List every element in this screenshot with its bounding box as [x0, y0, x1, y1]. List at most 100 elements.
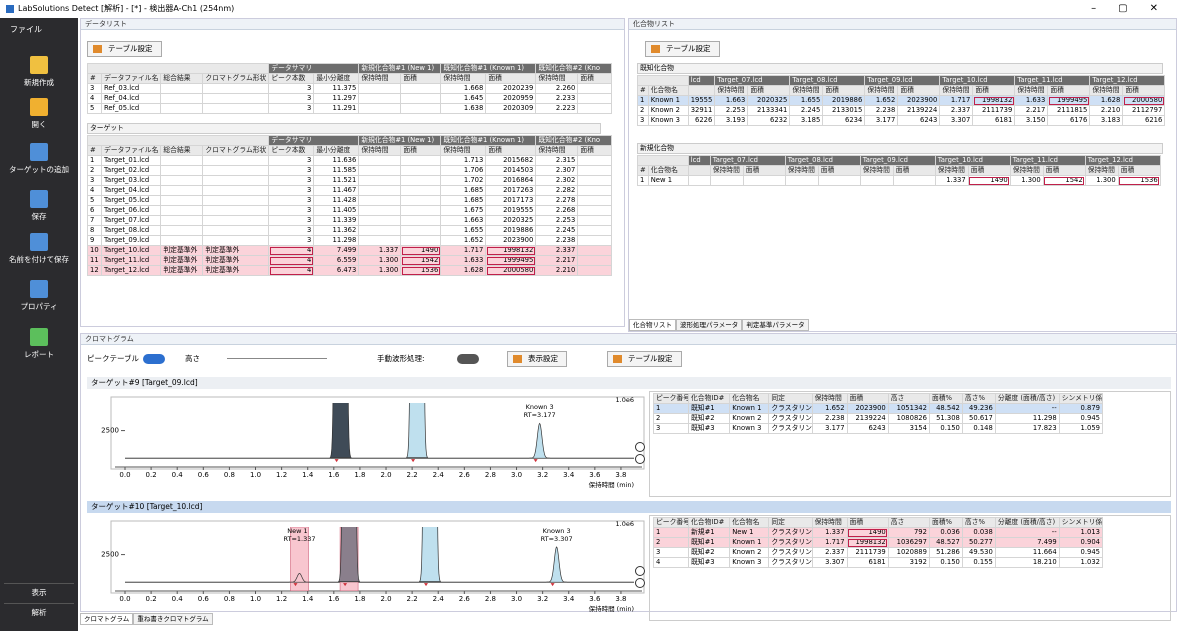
group-header: データサマリ — [268, 63, 360, 74]
column-header: 保持時間 — [789, 85, 824, 96]
table-cell — [202, 195, 270, 206]
table-settings-button[interactable]: テーブル設定 — [645, 41, 720, 57]
table-cell — [400, 83, 442, 94]
x-tick-label: 1.2 — [276, 471, 287, 479]
table-cell — [358, 155, 402, 166]
table-cell — [358, 93, 402, 104]
tab[interactable]: クロマトグラム — [80, 613, 134, 625]
table-cell — [202, 225, 270, 236]
table-row[interactable]: 2 Target_02.lcd 3 11.585 1.706 2014503 2.307 — [87, 165, 613, 176]
table-cell: 2.253 — [714, 105, 749, 116]
table-cell: 判定基準外 — [202, 255, 270, 266]
table-cell: 3 — [87, 175, 102, 186]
table-row[interactable]: 9 Target_09.lcd 3 11.298 1.652 2023900 2.238 — [87, 235, 613, 246]
table-cell: 2.217 — [535, 255, 579, 266]
tab[interactable]: 波形処理パラメータ — [676, 319, 743, 331]
table-row[interactable]: 12 Target_12.lcd 判定基準外 判定基準外 4 6.473 1.300 1536… — [87, 265, 613, 276]
peak — [338, 527, 361, 582]
table-cell: 2020309 — [485, 103, 537, 114]
x-tick-label: 0.4 — [172, 471, 184, 479]
table-row[interactable]: 2 Known 2 32911 2.253 2133341 2.245 2133015 2.2… — [637, 105, 1166, 116]
table-row[interactable]: 4 Target_04.lcd 3 11.467 1.685 2017263 2.282 — [87, 185, 613, 196]
table-cell: 1.717 — [939, 95, 974, 106]
sidebar-bottom-button[interactable]: 解析 — [4, 603, 74, 618]
table-row[interactable]: 5 Target_05.lcd 3 11.428 1.685 2017173 2.278 — [87, 195, 613, 206]
x-tick-label: 1.0 — [250, 471, 261, 479]
zoom-button[interactable] — [635, 454, 645, 464]
table-row[interactable]: 7 Target_07.lcd 3 11.339 1.663 2020325 2.253 — [87, 215, 613, 226]
x-tick-label: 0.2 — [146, 471, 157, 479]
table-cell — [358, 235, 402, 246]
zoom-button[interactable] — [635, 442, 645, 452]
table-cell: 既知#3 — [687, 423, 731, 434]
table-row[interactable]: 3 Ref_03.lcd 3 11.375 1.668 2020239 2.260 — [87, 83, 613, 94]
table-row[interactable]: 1 New 1 1.337 1490 1.300 1542 1.300 1536 — [637, 175, 1161, 186]
table-cell: 10 — [87, 245, 102, 256]
sidebar: ファイル新規作成開くターゲットの追加 保存名前を付けて保存 プロパティレポート表示解… — [0, 18, 78, 631]
table-row[interactable]: 5 Ref_05.lcd 3 11.291 1.638 2020309 2.223 — [87, 103, 613, 114]
table-row[interactable]: 3 Target_03.lcd 3 11.521 1.702 2016864 2.302 — [87, 175, 613, 186]
group-header: Target_12.lcd — [1089, 75, 1166, 86]
sidebar-button[interactable]: ターゲットの追加 — [4, 143, 74, 175]
peak-marker — [293, 583, 298, 587]
group-header: 既知化合物#2 (Kno — [535, 135, 613, 146]
table-row[interactable]: 10 Target_10.lcd 判定基準外 判定基準外 4 7.499 1.337 1490… — [87, 245, 613, 256]
table-cell: Ref_04.lcd — [100, 93, 162, 104]
table-cell — [400, 155, 442, 166]
column-header: 面積 — [817, 165, 861, 176]
table-cell — [577, 175, 613, 186]
table-settings-button[interactable]: テーブル設定 — [87, 41, 162, 57]
sidebar-icon — [30, 98, 48, 116]
table-settings-button[interactable]: 表示設定 — [507, 351, 567, 367]
sidebar-button[interactable]: プロパティ — [4, 280, 74, 312]
table-cell: 2133341 — [747, 105, 791, 116]
sidebar-button[interactable]: レポート — [4, 328, 74, 360]
sidebar-label: 開く — [31, 120, 47, 129]
sidebar-button[interactable]: 保存 — [4, 190, 74, 222]
group-header: Target_10.lcd — [939, 75, 1016, 86]
tab[interactable]: 化合物リスト — [629, 319, 676, 331]
slider[interactable] — [227, 358, 327, 359]
column-header: 保持時間 — [1089, 85, 1124, 96]
table-row[interactable]: 1 Target_01.lcd 3 11.636 1.713 2015682 2.315 — [87, 155, 613, 166]
zoom-button[interactable] — [635, 566, 645, 576]
table-row[interactable]: 6 Target_06.lcd 3 11.405 1.675 2019555 2.268 — [87, 205, 613, 216]
data-list-panel: データリスト テーブル設定 データサマリ 新規化合物#1 (New 1) 既知化合物#1… — [80, 18, 625, 327]
peaks — [329, 403, 551, 459]
sidebar-button[interactable]: 新規作成 — [4, 56, 74, 88]
sidebar-button[interactable]: 名前を付けて保存 — [4, 233, 74, 265]
table-row[interactable]: 11 Target_11.lcd 判定基準外 判定基準外 4 6.559 1.300 1542… — [87, 255, 613, 266]
toggle[interactable] — [457, 354, 479, 364]
sidebar-bottom-button[interactable]: 表示 — [4, 583, 74, 598]
tab[interactable]: 判定基準パラメータ — [742, 319, 809, 331]
table-row[interactable]: 3 Known 3 6226 3.193 6232 3.185 6234 3.177 6243 3… — [637, 115, 1166, 126]
table-cell: 6232 — [747, 115, 791, 126]
group-header-blank — [86, 135, 270, 146]
table-row[interactable]: 8 Target_08.lcd 3 11.362 1.655 2019886 2.245 — [87, 225, 613, 236]
peak-annotation: Known 3 — [543, 527, 571, 535]
group-header: Target_11.lcd — [1009, 155, 1086, 166]
table-cell: 2111739 — [972, 105, 1016, 116]
menu-file[interactable]: ファイル — [10, 25, 42, 34]
toggle[interactable] — [143, 354, 165, 364]
peak — [529, 422, 551, 459]
table-row[interactable]: 4 Ref_04.lcd 3 11.297 1.645 2020959 2.233 — [87, 93, 613, 104]
peak — [329, 403, 352, 458]
table-row[interactable]: 1 Known 1 19555 1.663 2020325 1.655 2019886 1.6… — [637, 95, 1166, 106]
window-controls[interactable]: –▢✕ — [1091, 3, 1180, 14]
table-cell — [577, 93, 613, 104]
chromatogram-title: ターゲット#9 [Target_09.lcd] — [87, 377, 1171, 389]
column-header: 保持時間 — [709, 165, 744, 176]
tab[interactable]: 重ね書きクロマトグラム — [133, 613, 213, 625]
table-cell: 2 — [637, 105, 649, 116]
sidebar-button[interactable]: 開く — [4, 98, 74, 130]
table-cell: 12 — [87, 265, 102, 276]
table-settings-button[interactable]: テーブル設定 — [607, 351, 682, 367]
zoom-button[interactable] — [635, 578, 645, 588]
table-cell: 1.628 — [1089, 95, 1124, 106]
